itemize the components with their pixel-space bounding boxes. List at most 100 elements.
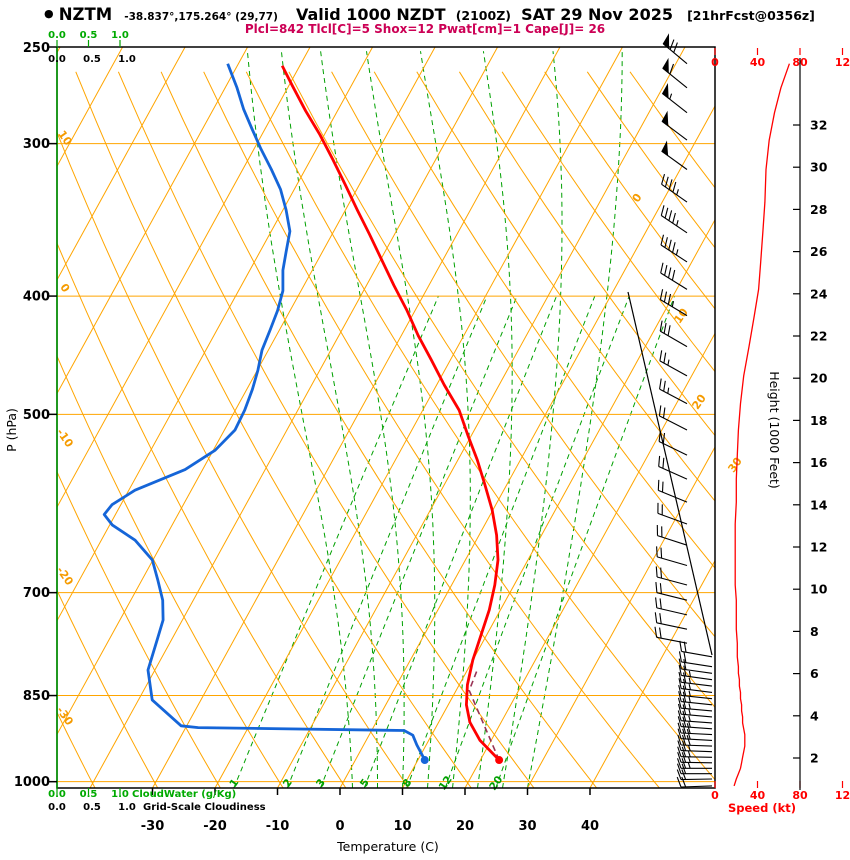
dry-adiabat-line xyxy=(57,241,347,788)
dry-adiabat-line xyxy=(75,71,472,788)
cloudiness-tick-label: 1.0 xyxy=(118,802,136,813)
wind-barb xyxy=(678,651,713,668)
wind-barb-staff xyxy=(680,744,713,747)
wind-barb-full xyxy=(678,691,682,702)
wind-barb xyxy=(678,671,713,687)
wind-barb-full xyxy=(672,242,676,253)
wind-barb-full xyxy=(668,210,673,221)
wind-barb-staff xyxy=(681,707,713,712)
wind-barb-full xyxy=(682,672,687,684)
height-tick-label: 20 xyxy=(810,371,828,386)
height-tick-label: 8 xyxy=(810,624,819,639)
mixing-ratio-line xyxy=(444,295,630,788)
wind-barb-full xyxy=(683,641,687,653)
wind-barb xyxy=(677,710,713,724)
isotherm-label: 30 xyxy=(725,455,745,475)
isotherm-line xyxy=(339,105,715,788)
wind-barb-full xyxy=(659,378,662,390)
mixing-ratio-line xyxy=(495,295,675,788)
wind-barb xyxy=(658,405,688,431)
isotherm-label: 20 xyxy=(689,392,709,412)
wind-barb-half xyxy=(671,300,675,307)
cloudiness-tick-label: 1.0 xyxy=(118,54,136,65)
wind-barb-full xyxy=(682,678,687,690)
wind-barb xyxy=(660,205,688,234)
wind-barb-full xyxy=(667,293,672,305)
isotherm-label: 10 xyxy=(671,306,691,326)
wind-barb-staff xyxy=(680,761,713,764)
wind-barb-staff xyxy=(657,535,688,546)
pressure-tick-label: 700 xyxy=(23,586,50,601)
wind-barb xyxy=(655,582,688,601)
wind-barb-half xyxy=(688,670,691,677)
wind-barb-staff xyxy=(659,330,688,348)
wind-barb-full xyxy=(662,457,665,469)
isotherms xyxy=(57,47,715,788)
wind-barb-full xyxy=(654,626,658,638)
cloudwater-tick-label: 0.5 xyxy=(80,789,98,800)
speed-tick-label: 0 xyxy=(711,56,719,69)
mixing-ratio-lines xyxy=(233,295,675,788)
wind-barb xyxy=(660,234,688,263)
wind-barb-full xyxy=(677,728,682,739)
wind-barb xyxy=(657,479,688,503)
moist-adiabat-line xyxy=(420,51,471,788)
wind-barb-staff xyxy=(681,668,713,674)
surface-temperature-dot xyxy=(495,756,504,765)
wind-barb-full xyxy=(677,710,682,721)
temperature-tick-label: 10 xyxy=(393,819,411,834)
wind-barb-full xyxy=(682,722,687,734)
wind-barb-full xyxy=(678,651,682,662)
height-tick-label: 12 xyxy=(810,540,827,555)
mixing-ratio-line xyxy=(286,295,488,788)
wind-barb xyxy=(656,524,688,546)
temperature-tick-label: -20 xyxy=(203,819,227,834)
wind-barb xyxy=(654,612,688,630)
wind-barb-pennant xyxy=(661,83,669,99)
wind-barb xyxy=(676,758,712,769)
pressure-tick-label: 1000 xyxy=(14,775,50,790)
height-tick-label: 16 xyxy=(810,455,828,470)
wind-barb-pennant xyxy=(661,110,669,127)
wind-barb-full xyxy=(682,710,687,722)
wind-barb xyxy=(679,640,713,658)
cloudwater-tick-label: 0.0 xyxy=(48,789,66,800)
wind-barb xyxy=(678,664,713,681)
dry-adiabat-label: 0 xyxy=(57,281,72,295)
wind-barb-full xyxy=(655,597,658,608)
boundary-line xyxy=(627,291,713,656)
speed-axis-title: Speed (kt) xyxy=(728,801,796,815)
surface-dewpoint-dot xyxy=(420,756,429,765)
wind-barb xyxy=(661,83,688,114)
wind-barb-full xyxy=(667,325,671,336)
dewpoint-curve xyxy=(102,63,427,761)
speed-tick-label: 40 xyxy=(750,789,766,802)
wind-barb-full xyxy=(676,758,682,769)
wind-barb-staff xyxy=(656,607,688,616)
wind-barb-staff xyxy=(680,785,713,788)
wind-barb-full xyxy=(659,350,663,361)
wind-barb-staff xyxy=(656,622,688,630)
wind-barb-full xyxy=(677,734,682,746)
wind-barb-full xyxy=(663,322,667,334)
wind-barb-full xyxy=(659,627,662,639)
wind-barb xyxy=(662,33,688,65)
wind-barb-full xyxy=(682,704,687,715)
height-tick-label: 4 xyxy=(810,708,819,723)
wind-barb xyxy=(677,703,713,718)
wind-barb-half xyxy=(688,715,691,722)
wind-barb-full xyxy=(663,291,668,303)
wind-barb-full xyxy=(664,176,669,188)
wind-barb-full xyxy=(677,722,682,734)
moist-adiabat-line xyxy=(527,51,623,788)
mixing-ratio-label: 20 xyxy=(487,774,505,793)
wind-barb-full xyxy=(654,612,658,623)
dry-adiabat-line xyxy=(57,470,221,788)
dry-adiabat-line xyxy=(57,711,96,788)
wind-barb-full xyxy=(659,598,662,610)
wind-barb-full xyxy=(681,734,687,746)
wind-barb-staff xyxy=(658,489,688,503)
wind-barb-full xyxy=(686,723,691,734)
pressure-gridlines xyxy=(57,143,715,783)
